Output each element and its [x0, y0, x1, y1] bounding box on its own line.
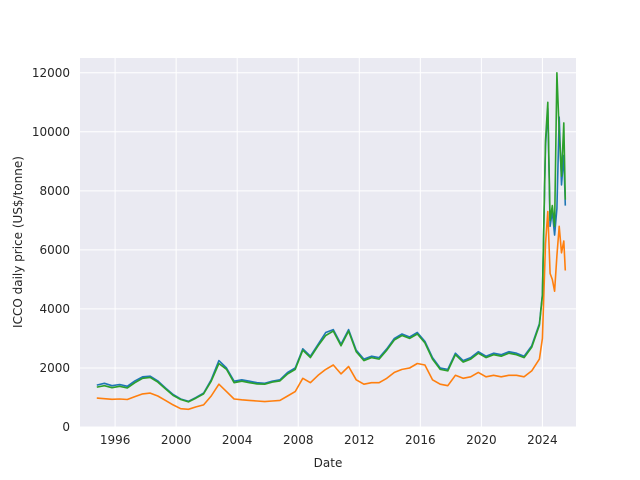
gridlines	[80, 58, 576, 428]
x-axis-label: Date	[314, 456, 343, 470]
x-tick-label: 2020	[466, 433, 497, 447]
plot-background	[80, 58, 576, 427]
x-tick-label: 2004	[222, 433, 253, 447]
y-tick-label: 10000	[32, 125, 70, 139]
y-axis-ticks: 0 2000 4000 6000 8000 10000 12000	[32, 66, 70, 434]
series-line-3	[96, 72, 567, 403]
y-tick-label: 8000	[39, 184, 70, 198]
y-tick-label: 12000	[32, 66, 70, 80]
x-tick-label: 1996	[100, 433, 131, 447]
x-tick-label: 2012	[344, 433, 375, 447]
x-tick-label: 2016	[405, 433, 436, 447]
y-axis-label: ICCO daily price (US$/tonne)	[11, 156, 25, 328]
series-layer	[96, 72, 567, 411]
y-tick-label: 4000	[39, 302, 70, 316]
y-tick-label: 2000	[39, 361, 70, 375]
x-axis-ticks: 1996 2000 2004 2008 2012 2016 2020 2024	[100, 433, 558, 447]
x-tick-label: 2000	[161, 433, 192, 447]
series-line-2	[96, 210, 567, 411]
x-tick-label: 2008	[283, 433, 314, 447]
y-tick-label: 0	[62, 420, 70, 434]
y-tick-label: 6000	[39, 243, 70, 257]
x-tick-label: 2024	[527, 433, 558, 447]
